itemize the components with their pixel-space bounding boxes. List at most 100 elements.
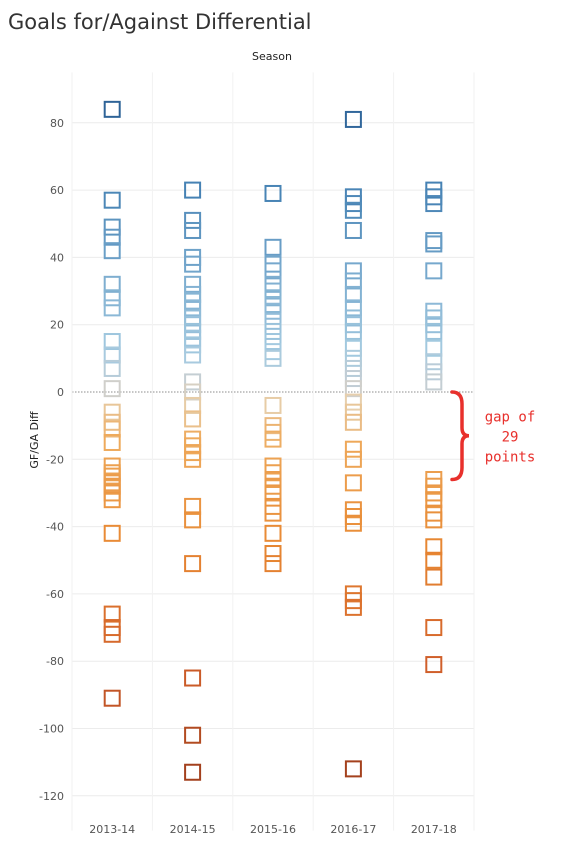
y-tick-label: -60 — [46, 588, 64, 601]
data-point — [344, 514, 362, 532]
data-point — [425, 262, 443, 280]
data-point — [264, 312, 282, 330]
data-point — [264, 262, 282, 280]
data-point — [344, 110, 362, 128]
data-point — [103, 228, 121, 246]
data-point — [264, 302, 282, 320]
data-point — [344, 413, 362, 431]
data-point — [425, 491, 443, 509]
data-point — [344, 349, 362, 367]
y-axis-ticks: 80 60 40 20 0 -20 -40 -60 -80 -100 -120 — [39, 117, 64, 803]
data-point — [184, 726, 202, 744]
data-point — [184, 450, 202, 468]
data-point — [103, 289, 121, 307]
data-point — [184, 211, 202, 229]
data-point — [344, 403, 362, 421]
data-point — [103, 191, 121, 209]
data-point — [344, 760, 362, 778]
data-point — [103, 491, 121, 509]
data-point — [344, 262, 362, 280]
data-point — [425, 339, 443, 357]
data-point — [425, 656, 443, 674]
data-point — [184, 299, 202, 317]
data-point — [344, 440, 362, 458]
data-point — [344, 322, 362, 340]
data-point — [425, 619, 443, 637]
data-point — [425, 363, 443, 381]
data-point — [344, 272, 362, 290]
x-category-label: 2017-18 — [411, 823, 457, 836]
data-point — [103, 689, 121, 707]
data-point — [425, 511, 443, 529]
y-tick-label: 0 — [57, 386, 64, 399]
data-point — [425, 195, 443, 213]
data-point — [103, 420, 121, 438]
data-point — [264, 322, 282, 340]
data-point — [103, 275, 121, 293]
data-point — [344, 285, 362, 303]
data-point — [425, 322, 443, 340]
y-tick-label: 40 — [50, 251, 64, 264]
x-axis-categories: 2013-14 2014-15 2015-16 2016-17 2017-18 — [89, 823, 457, 836]
data-point — [344, 380, 362, 398]
data-marks — [103, 100, 443, 781]
data-point — [184, 763, 202, 781]
data-point — [344, 450, 362, 468]
data-point — [264, 184, 282, 202]
x-category-label: 2015-16 — [250, 823, 296, 836]
data-point — [425, 373, 443, 391]
y-tick-label: -100 — [39, 723, 64, 736]
data-point — [184, 373, 202, 391]
gridlines — [71, 72, 475, 831]
data-point — [264, 349, 282, 367]
x-category-label: 2014-15 — [170, 823, 216, 836]
y-tick-label: 80 — [50, 117, 64, 130]
data-point — [103, 218, 121, 236]
column-header: Season — [252, 50, 292, 63]
y-tick-label: 20 — [50, 319, 64, 332]
y-tick-label: -20 — [46, 453, 64, 466]
annotation-text: points — [485, 450, 536, 466]
data-point — [264, 484, 282, 502]
y-tick-label: -80 — [46, 655, 64, 668]
y-tick-label: -120 — [39, 790, 64, 803]
data-point — [184, 181, 202, 199]
y-axis-title: GF/GA Diff — [28, 411, 41, 469]
y-tick-label: -40 — [46, 521, 64, 534]
data-point — [425, 538, 443, 556]
data-point — [425, 232, 443, 250]
data-point — [344, 393, 362, 411]
data-point — [184, 336, 202, 354]
data-point — [103, 433, 121, 451]
data-point — [344, 201, 362, 219]
annotation-text: gap of — [485, 410, 536, 426]
data-point — [184, 255, 202, 273]
data-point — [344, 370, 362, 388]
chart-title: Goals for/Against Differential — [8, 10, 312, 34]
data-point — [344, 598, 362, 616]
data-point — [264, 430, 282, 448]
data-point — [103, 346, 121, 364]
data-point — [344, 299, 362, 317]
data-point — [425, 551, 443, 569]
x-category-label: 2013-14 — [89, 823, 135, 836]
data-point — [103, 333, 121, 351]
data-point — [344, 221, 362, 239]
data-point — [425, 235, 443, 253]
gap-annotation: gap of 29 points — [450, 390, 536, 482]
data-point — [344, 474, 362, 492]
data-point — [184, 669, 202, 687]
x-category-label: 2016-17 — [330, 823, 376, 836]
data-point — [184, 275, 202, 293]
data-point — [184, 346, 202, 364]
data-point — [184, 555, 202, 573]
data-point — [425, 353, 443, 371]
data-point — [344, 359, 362, 377]
data-point — [184, 221, 202, 239]
data-point — [264, 238, 282, 256]
data-point — [184, 497, 202, 515]
data-point — [103, 359, 121, 377]
data-point — [184, 396, 202, 414]
data-point — [264, 504, 282, 522]
